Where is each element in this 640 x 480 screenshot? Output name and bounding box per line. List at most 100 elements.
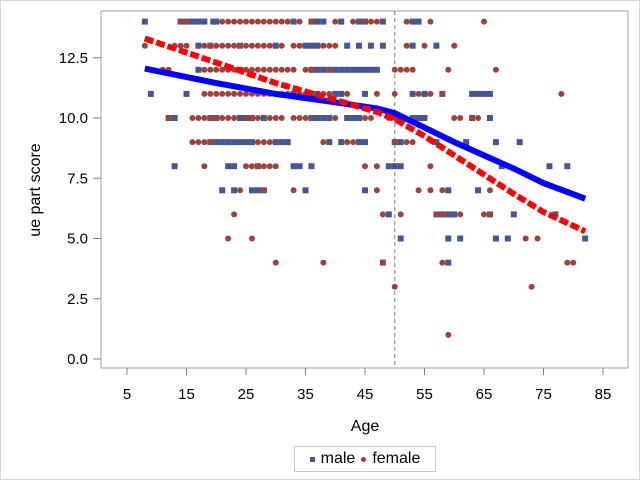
data-point-female (486, 187, 493, 194)
y-tick-label: 0.0 (67, 351, 88, 368)
data-point-female (528, 283, 535, 290)
data-point-female (266, 66, 273, 73)
data-point-male (284, 139, 291, 146)
data-point-female (183, 18, 190, 25)
data-point-female (219, 18, 226, 25)
legend-label-female: female (372, 450, 421, 467)
data-point-male (445, 259, 452, 266)
data-point-male (320, 18, 327, 25)
data-point-male (219, 187, 226, 194)
data-point-female (350, 139, 357, 146)
data-point-female (564, 259, 571, 266)
data-point-male (314, 42, 321, 49)
data-point-male (296, 163, 303, 170)
data-point-female (272, 163, 279, 170)
data-point-male (344, 66, 351, 73)
data-point-female (231, 115, 238, 121)
data-point-female (558, 90, 565, 97)
data-point-male (314, 66, 321, 73)
data-point-female (225, 42, 232, 49)
data-point-female (391, 139, 398, 146)
data-point-female (225, 90, 232, 97)
data-point-male (171, 115, 178, 121)
square-marker-icon (309, 456, 315, 462)
data-point-male (308, 115, 315, 121)
data-point-female (201, 115, 208, 121)
legend-item-male: male (309, 450, 355, 468)
data-point-female (272, 115, 279, 121)
data-point-male (171, 163, 178, 170)
data-point-female (427, 90, 434, 97)
data-point-male (254, 187, 261, 194)
data-point-female (296, 42, 303, 49)
data-point-male (445, 235, 452, 242)
data-point-female (397, 66, 404, 73)
data-point-male (373, 66, 380, 73)
data-point-male (409, 90, 416, 97)
data-point-male (231, 187, 238, 194)
data-point-female (195, 115, 202, 121)
data-point-female (403, 66, 410, 73)
data-point-female (237, 187, 244, 194)
data-point-female (266, 115, 273, 121)
data-point-female (403, 139, 410, 146)
data-point-male (421, 115, 428, 121)
data-point-male (195, 18, 202, 25)
data-point-female (296, 115, 303, 121)
x-tick-label: 5 (123, 386, 131, 403)
data-point-male (320, 66, 327, 73)
data-point-male (338, 66, 345, 73)
data-point-male (391, 163, 398, 170)
data-point-female (254, 139, 261, 146)
data-point-female (415, 90, 422, 97)
data-point-female (534, 235, 541, 242)
data-point-female (475, 115, 482, 121)
data-point-female (570, 259, 577, 266)
y-tick-label: 5.0 (67, 231, 88, 248)
data-point-female (278, 18, 285, 25)
data-point-female (290, 115, 297, 121)
data-point-male (147, 90, 154, 97)
x-tick-label: 85 (595, 386, 612, 403)
data-point-male (290, 163, 297, 170)
data-point-female (213, 66, 220, 73)
data-point-female (237, 42, 244, 49)
data-point-female (326, 42, 333, 49)
data-point-male (338, 139, 345, 146)
x-tick-label: 55 (416, 386, 433, 403)
data-point-female (141, 42, 148, 49)
data-point-female (367, 115, 374, 121)
fit-line-female (143, 35, 587, 235)
circle-marker-icon (361, 456, 367, 462)
data-point-female (248, 18, 255, 25)
data-point-female (278, 115, 285, 121)
data-point-female (332, 42, 339, 49)
data-point-female (266, 42, 273, 49)
data-point-female (481, 211, 487, 218)
data-point-male (356, 115, 363, 121)
data-point-female (225, 115, 232, 121)
data-point-male (201, 18, 208, 25)
data-point-male (475, 187, 482, 194)
data-point-female (344, 139, 351, 146)
data-point-male (362, 66, 368, 73)
data-point-female (201, 163, 208, 170)
data-point-female (195, 139, 202, 146)
x-tick-label: 25 (238, 386, 255, 403)
data-point-female (219, 90, 226, 97)
data-point-male (326, 139, 333, 146)
data-point-female (451, 115, 458, 121)
data-point-female (457, 211, 464, 218)
data-point-female (439, 259, 446, 266)
data-point-female (260, 42, 267, 49)
data-point-female (373, 163, 380, 170)
x-tick-label: 45 (357, 386, 374, 403)
y-tick-label: 7.5 (67, 170, 88, 187)
data-point-male (421, 90, 428, 97)
legend: male female (294, 446, 436, 472)
data-point-male (278, 139, 285, 146)
data-point-male (397, 163, 404, 170)
data-point-male (481, 90, 487, 97)
data-point-female (350, 18, 357, 25)
